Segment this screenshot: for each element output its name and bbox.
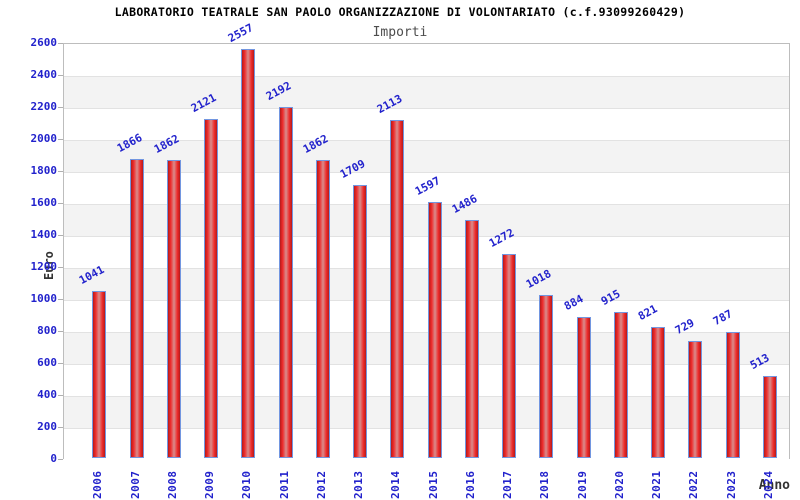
bar [92, 291, 107, 458]
grid-band-white [64, 364, 789, 396]
y-axis-tick-label: 2200 [30, 100, 58, 113]
x-axis-tick-label: 2008 [165, 470, 179, 500]
x-axis-tick-label: 2006 [91, 470, 105, 500]
bar [427, 202, 442, 458]
grid-band-gray [64, 76, 789, 108]
y-axis-tick-mark [58, 107, 63, 108]
y-axis-tick-label: 1000 [30, 292, 58, 305]
y-axis-tick-label: 1400 [30, 228, 58, 241]
bar [725, 332, 740, 458]
plot-area [63, 43, 790, 460]
y-axis-tick-mark [58, 459, 63, 460]
x-axis-tick-label: 2024 [761, 470, 775, 500]
y-axis-tick-label: 200 [37, 420, 57, 433]
grid-band-gray [64, 268, 789, 300]
y-axis-tick-label: 600 [37, 356, 57, 369]
y-axis-tick-label: 2400 [30, 68, 58, 81]
grid-band-gray [64, 204, 789, 236]
x-axis-tick-label: 2009 [203, 470, 217, 500]
x-axis-tick-label: 2007 [128, 470, 142, 500]
grid-band-white [64, 300, 789, 332]
grid-band-white [64, 108, 789, 140]
bar [204, 119, 219, 458]
x-axis-tick-label: 2021 [650, 470, 664, 500]
x-axis-tick-label: 2022 [687, 470, 701, 500]
grid-band-white [64, 428, 789, 460]
y-axis-tick-mark [58, 203, 63, 204]
grid-band-white [64, 236, 789, 268]
y-axis-tick-mark [58, 395, 63, 396]
y-axis-tick-label: 0 [50, 452, 57, 465]
grid-band-gray [64, 332, 789, 364]
x-axis-title: Anno [758, 478, 790, 493]
bar [688, 341, 703, 458]
bar [539, 295, 554, 458]
x-axis-tick-label: 2010 [240, 470, 254, 500]
y-axis-tick-mark [58, 171, 63, 172]
y-axis-tick-label: 1800 [30, 164, 58, 177]
y-axis-tick-mark [58, 139, 63, 140]
x-axis-tick-label: 2012 [314, 470, 328, 500]
x-axis-tick-label: 2020 [612, 470, 626, 500]
x-axis-tick-label: 2019 [575, 470, 589, 500]
chart-title: LABORATORIO TEATRALE SAN PAOLO ORGANIZZA… [114, 5, 686, 19]
grid-band-white [64, 44, 789, 76]
y-axis-tick-label: 2600 [30, 36, 58, 49]
y-axis-tick-label: 1200 [30, 260, 58, 273]
grid-band-white [64, 172, 789, 204]
y-axis-tick-mark [58, 331, 63, 332]
bar [353, 185, 368, 458]
y-axis-tick-mark [58, 235, 63, 236]
y-axis-tick-label: 2000 [30, 132, 58, 145]
bar [390, 120, 405, 458]
x-axis-tick-label: 2017 [501, 470, 515, 500]
bar [651, 327, 666, 458]
grid-band-gray [64, 396, 789, 428]
bar [576, 317, 591, 458]
bar [129, 159, 144, 458]
x-axis-tick-label: 2018 [538, 470, 552, 500]
chart-subtitle: Importi [372, 25, 428, 40]
bar [502, 254, 517, 458]
x-axis-tick-label: 2014 [389, 470, 403, 500]
y-axis-tick-mark [58, 43, 63, 44]
bar [278, 107, 293, 458]
bar [166, 160, 181, 458]
y-axis-tick-mark [58, 267, 63, 268]
y-axis-tick-label: 800 [37, 324, 57, 337]
x-axis-tick-label: 2013 [352, 470, 366, 500]
y-axis-tick-mark [58, 427, 63, 428]
y-axis-tick-mark [58, 75, 63, 76]
grid-band-gray [64, 140, 789, 172]
bar [613, 312, 628, 458]
y-axis-tick-mark [58, 363, 63, 364]
bar [464, 220, 479, 458]
bar [315, 160, 330, 458]
x-axis-tick-label: 2011 [277, 470, 291, 500]
x-axis-tick-label: 2015 [426, 470, 440, 500]
x-axis-tick-label: 2016 [463, 470, 477, 500]
y-axis-tick-mark [58, 299, 63, 300]
bar [241, 49, 256, 458]
y-axis-tick-label: 1600 [30, 196, 58, 209]
bar [762, 376, 777, 458]
x-axis-tick-label: 2023 [724, 470, 738, 500]
y-axis-tick-label: 400 [37, 388, 57, 401]
